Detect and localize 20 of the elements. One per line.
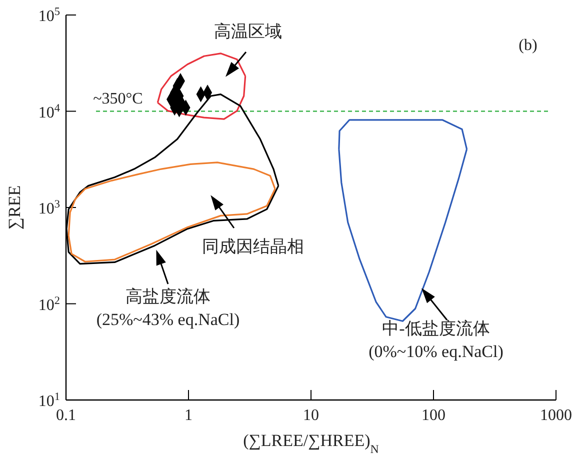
ref-line-label: ~350°C	[93, 90, 143, 108]
annotation: 高温区域	[214, 22, 282, 41]
arrow-annotation: 高温区域	[214, 22, 282, 77]
x-tick-label: 0.1	[56, 407, 76, 424]
x-tick-label: 1	[184, 407, 192, 424]
annotation: 中-低盐度流体 (0%~10% eq.NaCl)	[368, 319, 504, 361]
y-tick-label: 10$^{5}$	[38, 6, 60, 25]
y-tick-label: 10$^{4}$	[38, 102, 60, 122]
x-tick-label: 10	[303, 407, 319, 424]
annotation: 高盐度流体 (25%~43% eq.NaCl)	[96, 287, 240, 329]
arrow-annotation: 中-低盐度流体 (0%~10% eq.NaCl)	[368, 288, 504, 361]
x-axis-title: (∑LREE/∑HREE)$_{N}$	[243, 431, 380, 456]
y-tick-label: 10$^{1}$	[38, 391, 60, 410]
x-tick-label: 100	[422, 407, 446, 424]
y-axis-title: ∑REE	[5, 185, 24, 230]
y-tick-label: 10$^{3}$	[38, 198, 60, 218]
y-tick-label: 10$^{2}$	[38, 294, 60, 314]
annotation: (b)	[518, 37, 538, 54]
x-tick-label: 1000	[540, 407, 572, 424]
ref-line: ~350°C	[93, 90, 548, 112]
